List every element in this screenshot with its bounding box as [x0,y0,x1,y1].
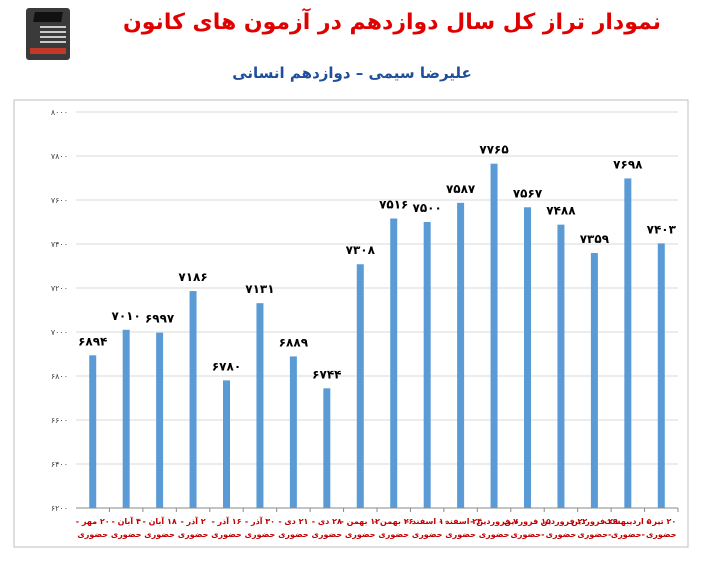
x-tick-label: ۲۲ فروردین - [535,517,588,526]
chart-area-border [13,99,689,548]
y-axis: ۶۲۰۰ ۶۴۰۰ ۶۶۰۰ ۶۸۰۰ ۷۰۰۰ ۷۲۰۰ ۷۴۰۰ ۷۶۰۰ ۷۸۰۰ ۸۰۰۰ [51,108,678,513]
x-tick-label: ۲۶ بهمن - [374,517,414,526]
bar [156,332,164,508]
bar [89,355,97,508]
x-tick-label: ۷ فروردین - [470,517,518,526]
bar [189,291,197,508]
x-tick-label: ۱۲ بهمن - [341,517,381,526]
x-tick-label: حضوری [378,530,409,539]
y-tick-label: ۷۶۰۰ [51,196,68,205]
x-tick-label: ۲۰ تیر - [646,517,676,526]
x-tick-label: ۵ اردیبهشت [604,517,651,526]
y-tick-label: ۶۲۰۰ [51,504,68,513]
bar [624,178,632,508]
bar [423,222,431,508]
value-label: ۶۹۹۷ [145,312,175,326]
y-tick-label: ۷۸۰۰ [51,152,68,161]
bar [356,264,364,508]
x-tick-label: ۲۸ دی - [312,517,342,526]
x-tick-label: ۲۱ دی - [278,517,308,526]
bars [89,163,665,509]
x-tick-label: ۱۰ اسفند - [406,517,449,526]
logo [26,8,70,60]
x-tick-label: حضوری [312,530,343,539]
x-tick-label: حضوری [211,530,242,539]
x-tick-label: -حضوری [577,530,611,539]
y-tick-label: ۶۶۰۰ [51,416,68,425]
x-tick-label: ۳۰ آذر - [245,516,275,526]
value-label: ۷۵۱۶ [379,197,408,211]
value-label: ۶۸۸۹ [279,335,309,349]
x-tick-label: حضوری [345,530,376,539]
bar [524,207,531,508]
y-tick-label: ۷۲۰۰ [51,284,68,293]
value-label: ۷۵۸۷ [446,182,476,196]
x-tick-label: ۴ آبان - [111,516,140,526]
bar [223,380,230,508]
bar [390,218,398,509]
x-tick-label: -حضوری [511,530,545,539]
value-label: ۷۴۸۸ [546,204,576,218]
bar [122,329,130,508]
x-tick-label: ۱۵ فروردین [504,517,551,526]
x-tick-label: حضوری [245,530,276,539]
y-tick-label: ۷۰۰۰ [51,328,68,337]
x-tick-label: حضوری [546,530,577,539]
x-tick-label: ۱۶ آذر - [211,516,241,526]
logo-text-lines [40,26,66,46]
x-tick-label: حضوری [144,530,175,539]
x-tick-label: ۱۸ آبان - [142,516,176,526]
bar [457,202,465,509]
bar [557,224,565,508]
x-tick-label: حضوری [479,530,510,539]
bar [323,388,331,508]
x-tick-label: حضوری [445,530,476,539]
x-tick-label: ۲ آذر - [180,516,205,526]
value-label: ۷۱۸۶ [178,270,207,284]
value-label: ۷۴۰۳ [647,222,677,236]
x-tick-label: -حضوری [611,530,645,539]
value-label: ۷۷۶۵ [479,143,508,157]
bar [490,163,498,508]
x-tick-label: ۲۹ فروردین [571,517,618,526]
chart-subtitle: علیرضا سیمی – دوازدهم انسانی [232,64,472,82]
y-tick-label: ۸۰۰۰ [51,108,68,117]
bar [289,356,297,508]
value-label: ۷۵۶۷ [513,186,543,200]
value-label: ۷۵۰۰ [413,201,442,215]
value-label: ۶۸۹۴ [78,334,107,348]
x-tick-label: حضوری [646,530,677,539]
value-label: ۷۳۵۹ [580,232,610,246]
x-tick-label: حضوری [77,530,108,539]
chart-title: نمودار تراز کل سال دوازدهم در آزمون های … [122,10,662,35]
x-tick-label: ۲۰ مهر - [76,517,110,526]
value-label: ۶۷۴۴ [312,367,341,381]
y-tick-label: ۶۴۰۰ [51,460,68,469]
value-label: ۶۷۸۰ [212,359,241,373]
x-tick-label: حضوری [178,530,209,539]
y-tick-label: ۷۴۰۰ [51,240,68,249]
value-labels: ۶۸۹۴ ۷۰۱۰ ۶۹۹۷ ۷۱۸۶ ۶۷۸۰ ۷۱۳۱ ۶۸۸۹ ۶۷۴۴ ۷۳۰۸ ۷۵۱۶… [78,143,677,382]
value-label: ۷۰۱۰ [112,309,141,323]
bar [657,243,665,508]
value-label: ۷۳۰۸ [346,243,376,257]
bar [590,253,598,508]
x-tick-label: حضوری [278,530,309,539]
value-label: ۷۱۳۱ [245,282,274,296]
x-tick-label: حضوری [111,530,142,539]
bar [256,303,264,508]
logo-band [30,48,66,54]
y-tick-label: ۶۸۰۰ [51,372,68,381]
gridlines [76,111,678,509]
x-tick-label: ۲۴ اسفند - [439,517,482,526]
x-tick-label: حضوری [412,530,443,539]
value-label: ۷۶۹۸ [613,157,643,171]
